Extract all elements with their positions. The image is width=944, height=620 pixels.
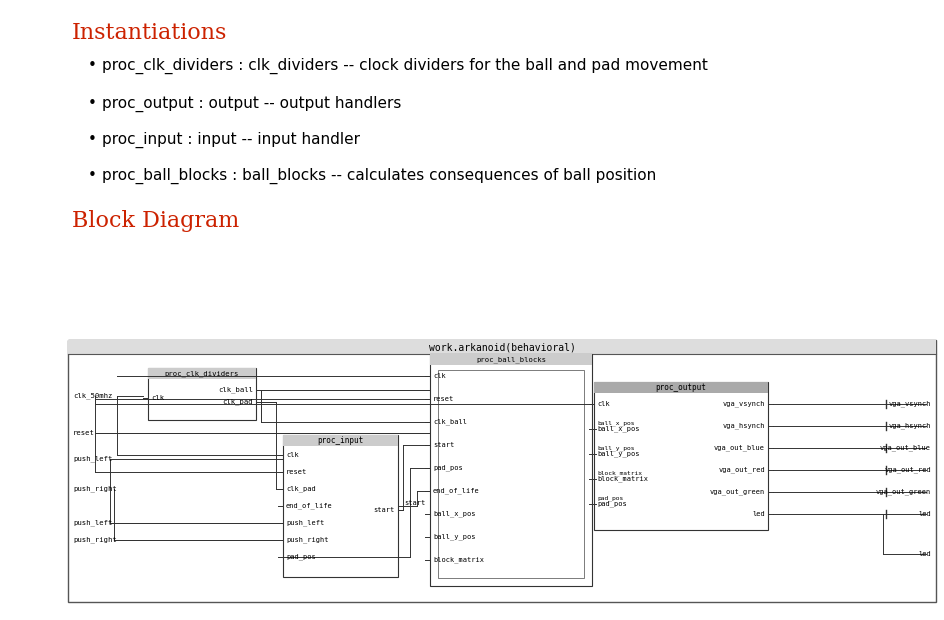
Text: end_of_life: end_of_life — [286, 503, 332, 509]
Text: clk: clk — [151, 395, 164, 401]
Text: push_right: push_right — [73, 537, 117, 543]
Text: reset: reset — [433, 396, 454, 402]
Text: block_matrix: block_matrix — [597, 471, 642, 476]
Text: reset: reset — [286, 469, 307, 475]
Text: ball_x_pos: ball_x_pos — [597, 420, 634, 426]
Text: pad_pos: pad_pos — [286, 554, 315, 560]
Text: push_left: push_left — [73, 456, 112, 463]
Bar — [283, 435, 398, 446]
Text: clk_ball: clk_ball — [433, 418, 467, 425]
Text: clk_pad: clk_pad — [286, 485, 315, 492]
Text: vga_hsynch: vga_hsynch — [888, 423, 931, 429]
Text: work.arkanoid(behavioral): work.arkanoid(behavioral) — [429, 342, 576, 352]
Text: push_left: push_left — [73, 520, 112, 526]
Text: vga_out_blue: vga_out_blue — [880, 445, 931, 451]
Bar — [68, 340, 936, 354]
Text: proc_clk_dividers : clk_dividers -- clock dividers for the ball and pad movement: proc_clk_dividers : clk_dividers -- cloc… — [102, 58, 708, 74]
Bar — [438, 370, 584, 578]
Text: vga_out_red: vga_out_red — [885, 467, 931, 473]
Text: end_of_life: end_of_life — [433, 488, 480, 494]
Text: proc_input: proc_input — [317, 436, 363, 445]
Text: push_left: push_left — [286, 520, 324, 526]
Text: start: start — [404, 500, 425, 506]
Text: clk_ball: clk_ball — [218, 387, 253, 393]
Text: proc_clk_dividers: proc_clk_dividers — [165, 370, 239, 377]
Text: vga_out_blue: vga_out_blue — [714, 445, 765, 451]
Bar — [594, 382, 768, 393]
Text: clk: clk — [597, 401, 610, 407]
Text: clk: clk — [433, 373, 446, 379]
Text: Instantiations: Instantiations — [72, 22, 228, 44]
Text: clk_50mhz: clk_50mhz — [73, 392, 112, 399]
Text: ball_x_pos: ball_x_pos — [597, 426, 639, 432]
Text: push_right: push_right — [73, 485, 117, 492]
Bar — [148, 368, 256, 420]
Text: clk_pad: clk_pad — [223, 399, 253, 405]
Bar — [148, 368, 256, 379]
Text: push_right: push_right — [286, 537, 329, 543]
Text: ball_x_pos: ball_x_pos — [433, 511, 476, 517]
Text: •: • — [88, 58, 97, 73]
Text: vga_out_green: vga_out_green — [710, 489, 765, 495]
Text: proc_output : output -- output handlers: proc_output : output -- output handlers — [102, 96, 401, 112]
Text: vga_out_green: vga_out_green — [876, 489, 931, 495]
Bar — [430, 354, 592, 586]
Text: pad_pos: pad_pos — [433, 464, 463, 471]
Text: vga_hsynch: vga_hsynch — [722, 423, 765, 429]
Text: block_matrix: block_matrix — [597, 476, 648, 482]
Bar — [68, 340, 936, 602]
Text: proc_output: proc_output — [655, 383, 706, 392]
Text: led: led — [919, 511, 931, 517]
Text: pad_pos: pad_pos — [597, 495, 623, 501]
Text: start: start — [433, 442, 454, 448]
Text: proc_input : input -- input handler: proc_input : input -- input handler — [102, 132, 360, 148]
Bar — [430, 354, 592, 365]
Text: led: led — [752, 511, 765, 517]
Text: ball_y_pos: ball_y_pos — [433, 534, 476, 540]
Text: vga_vsynch: vga_vsynch — [888, 401, 931, 407]
Bar — [594, 382, 768, 530]
Text: vga_vsynch: vga_vsynch — [722, 401, 765, 407]
Text: •: • — [88, 168, 97, 183]
Text: Block Diagram: Block Diagram — [72, 210, 239, 232]
Text: •: • — [88, 96, 97, 111]
Text: start: start — [374, 507, 395, 513]
Text: reset: reset — [73, 430, 95, 436]
Text: clk: clk — [286, 452, 298, 458]
Text: pad_pos: pad_pos — [597, 501, 627, 507]
Text: ball_y_pos: ball_y_pos — [597, 445, 634, 451]
Text: •: • — [88, 132, 97, 147]
Bar — [283, 435, 398, 577]
Text: proc_ball_blocks : ball_blocks -- calculates consequences of ball position: proc_ball_blocks : ball_blocks -- calcul… — [102, 168, 656, 184]
Text: led: led — [919, 551, 931, 557]
Text: vga_out_red: vga_out_red — [718, 467, 765, 473]
Text: proc_ball_blocks: proc_ball_blocks — [476, 356, 546, 363]
Text: block_matrix: block_matrix — [433, 557, 484, 564]
Text: ball_y_pos: ball_y_pos — [597, 451, 639, 458]
